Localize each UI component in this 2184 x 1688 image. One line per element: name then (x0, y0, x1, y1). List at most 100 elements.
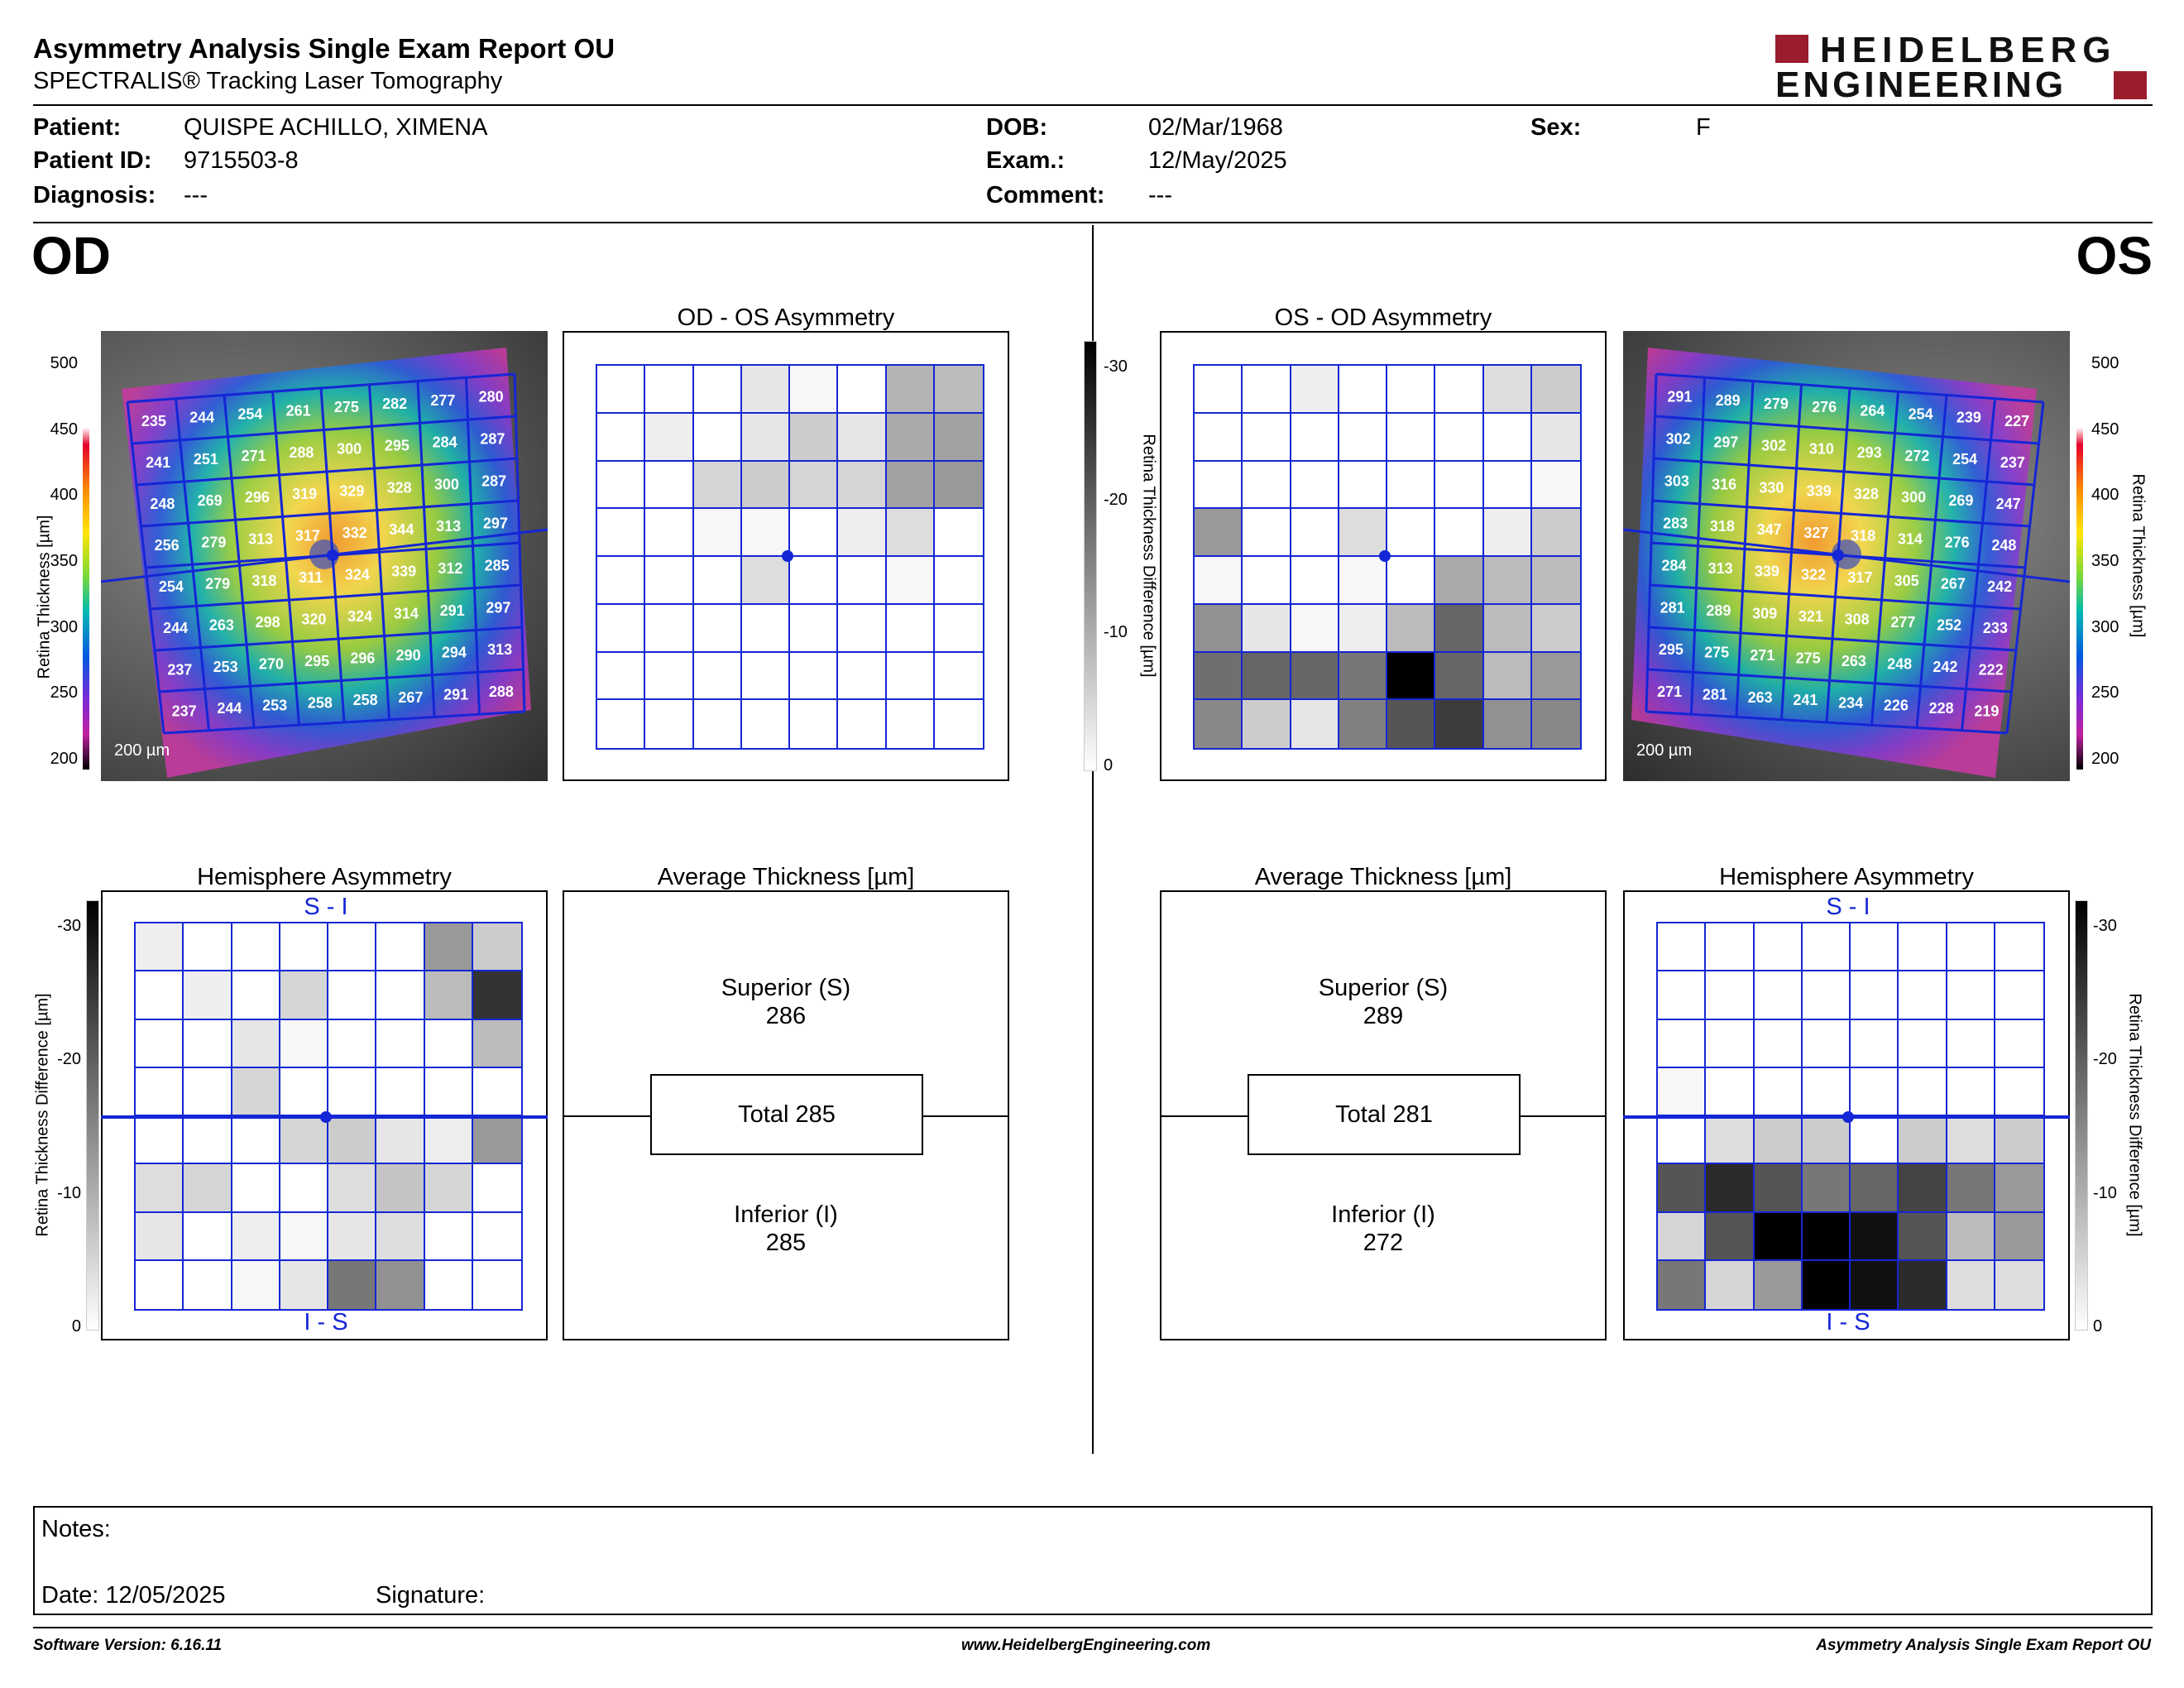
od-hemi-panel: S - I I - S (101, 890, 548, 1340)
od-map-value: 275 (334, 399, 359, 415)
od-asym-cell (838, 652, 887, 701)
patient-id: 9715503-8 (184, 147, 299, 174)
os-map-value: 242 (1933, 659, 1957, 675)
os-asym-cell (1195, 461, 1243, 510)
os-eye-label: OS (2076, 226, 2153, 285)
notes-box[interactable]: Notes: Date: 12/05/2025 Signature: (33, 1506, 2153, 1615)
os-hemi-panel: S - I I - S (1623, 890, 2070, 1340)
od-map-value: 296 (245, 489, 270, 506)
od-map-value: 295 (385, 438, 410, 454)
od-map-value: 332 (342, 525, 367, 541)
os-hemi-cell (1899, 1164, 1947, 1213)
os-map-value: 219 (1974, 703, 1999, 719)
od-asym-cell (838, 557, 887, 605)
od-asym-cell (597, 413, 646, 462)
axis-tick-label: 250 (50, 683, 78, 703)
od-asym-cell (597, 509, 646, 557)
od-hemi-cell (376, 1260, 425, 1309)
os-hemi-cell (1754, 923, 1803, 972)
footer-website-link[interactable]: www.HeidelbergEngineering.com (961, 1637, 1211, 1654)
od-map-value: 313 (436, 518, 461, 535)
axis-tick-label: 400 (2091, 486, 2119, 505)
od-map-value: 267 (398, 689, 423, 706)
od-map-value: 297 (483, 515, 508, 531)
os-map-value: 310 (1809, 441, 1834, 458)
os-map-value: 242 (1987, 578, 2012, 595)
os-hemi-cell (1947, 923, 1995, 972)
axis-tick-label: -20 (1104, 490, 1128, 509)
os-map-value: 289 (1716, 392, 1741, 409)
os-hemi-cell (1658, 1067, 1707, 1116)
patient-id-label: Patient ID: (33, 147, 152, 174)
os-map-value: 275 (1796, 650, 1821, 667)
os-map-value: 305 (1894, 573, 1919, 589)
od-map-value: 328 (387, 479, 412, 496)
axis-tick-label: 350 (2091, 552, 2119, 570)
od-hemi-cell (424, 971, 473, 1020)
os-asym-cell (1531, 604, 1580, 653)
os-map-value: 293 (1857, 444, 1882, 461)
os-map-value: 318 (1710, 518, 1735, 535)
os-asym-cell (1387, 366, 1436, 414)
od-hemi-cell (424, 1212, 473, 1261)
od-asym-cell (597, 700, 646, 748)
os-map-value: 313 (1708, 560, 1733, 577)
od-hemi-cell (280, 1019, 328, 1068)
od-asym-cell (934, 509, 983, 557)
od-map-gridline (150, 583, 521, 611)
od-asym-cell (934, 413, 983, 462)
os-hemi-grid (1656, 922, 2045, 1311)
os-asym-cell (1291, 461, 1339, 510)
os-hemi-top-label: S - I (1826, 894, 1870, 920)
os-hemi-cell (1706, 1116, 1755, 1165)
od-hemi-cell (232, 923, 280, 972)
os-hemi-cell (1995, 1019, 2043, 1068)
od-map-value: 251 (194, 451, 218, 468)
od-hemi-cell (424, 923, 473, 972)
od-map-value: 339 (391, 563, 416, 580)
os-hemi-cell (1658, 923, 1707, 972)
os-hemi-cell (1706, 1019, 1755, 1068)
od-hemi-cell (328, 1212, 377, 1261)
od-map-value: 285 (485, 557, 510, 573)
os-hemi-cell (1754, 1212, 1803, 1261)
os-map-value: 233 (1983, 620, 2008, 636)
od-hemi-cell (472, 1260, 521, 1309)
od-map-value: 295 (304, 653, 329, 669)
os-asym-cell (1435, 557, 1484, 605)
od-map-value: 279 (205, 575, 230, 592)
od-asym-cell (645, 509, 694, 557)
od-map-value: 237 (167, 661, 192, 678)
axis-tick-label: 200 (50, 750, 78, 768)
os-map-value: 275 (1704, 645, 1729, 661)
od-map-value: 297 (486, 599, 510, 616)
os-asym-cell (1435, 604, 1484, 653)
os-hemi-cell (1658, 1212, 1707, 1261)
od-fundus-image: 235 244 254 261 275 282 277 280 241 251 271 288 300 2… (101, 331, 548, 781)
os-hemi-cell (1851, 971, 1899, 1020)
od-asym-cell (693, 700, 742, 748)
od-map-value: 258 (353, 692, 378, 708)
os-asym-cell (1243, 652, 1291, 701)
os-hemi-cell (1802, 1212, 1851, 1261)
od-asym-cell (741, 509, 790, 557)
od-superior-value: 286 (765, 1003, 807, 1029)
os-map-value: 269 (1948, 492, 1973, 509)
od-map-value: 244 (217, 700, 242, 717)
os-map-value: 322 (1801, 566, 1826, 583)
os-hemi-cell (1995, 1116, 2043, 1165)
os-thickness-axis-label: Retina Thickness [µm] (2129, 473, 2148, 638)
os-asym-grid (1193, 364, 1582, 750)
os-thickness-map: 291 289 279 276 264 254 239 227 302 297 302 310 293 2… (1623, 348, 2070, 778)
od-map-value: 287 (480, 431, 505, 448)
os-asym-cell (1435, 366, 1484, 414)
os-map-value: 309 (1752, 605, 1777, 621)
os-hemi-cell (1706, 1067, 1755, 1116)
od-asym-cell (597, 557, 646, 605)
od-map-value: 254 (237, 406, 262, 423)
od-map-value: 288 (289, 444, 314, 461)
od-map-value: 269 (198, 492, 223, 509)
od-hemi-cell (184, 1067, 232, 1116)
os-asym-cell (1291, 413, 1339, 462)
os-hemi-cell (1754, 1260, 1803, 1309)
